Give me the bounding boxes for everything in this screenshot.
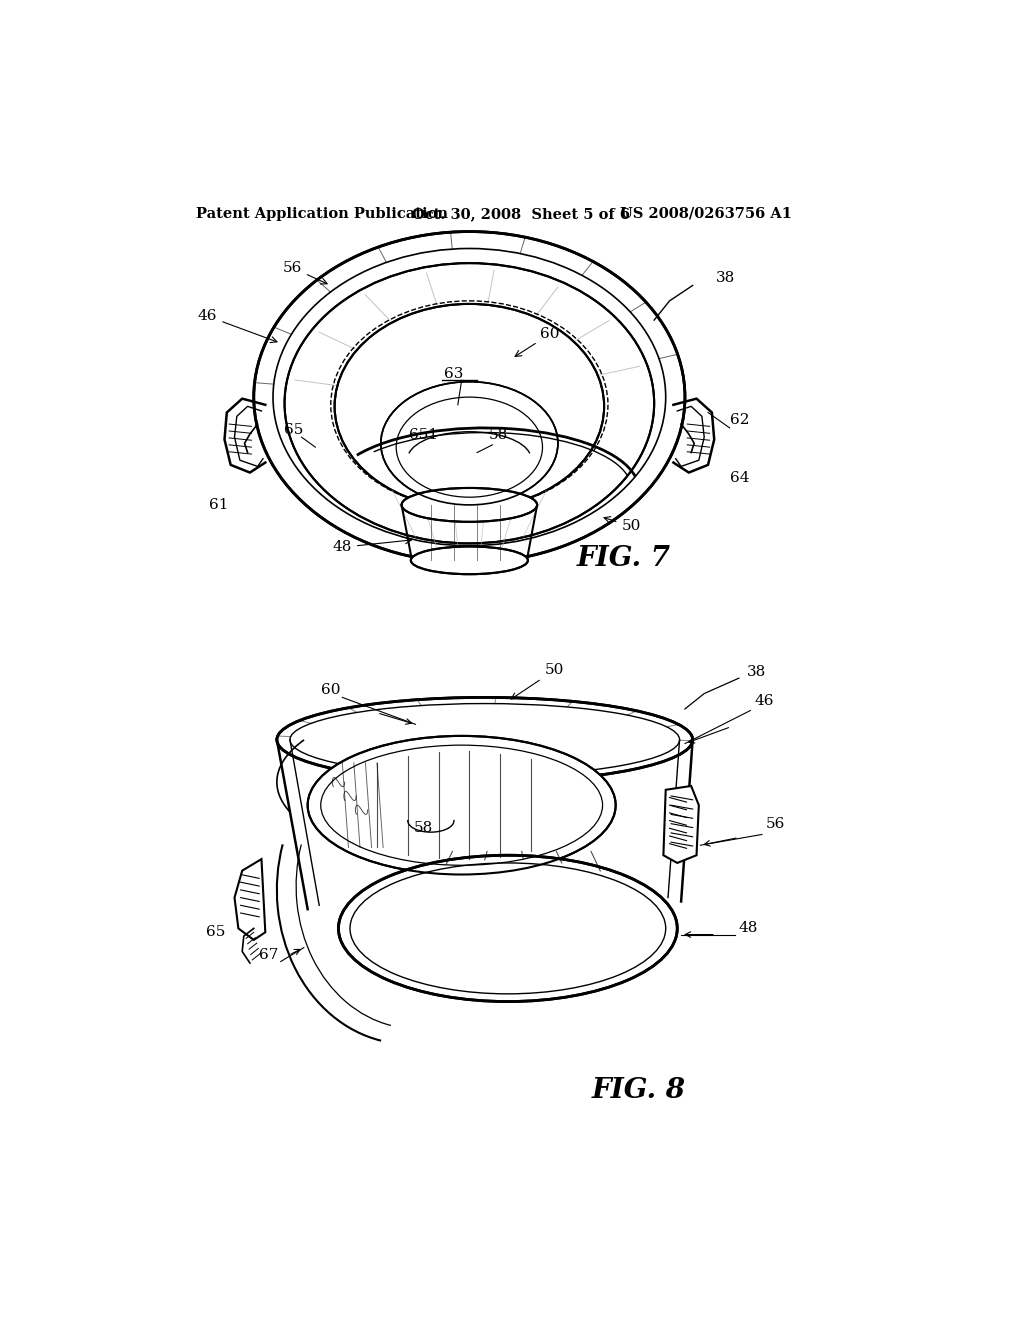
- Ellipse shape: [276, 697, 692, 781]
- Text: 48: 48: [333, 537, 412, 554]
- Text: 61: 61: [209, 498, 228, 512]
- Text: 62: 62: [730, 413, 750, 428]
- Ellipse shape: [411, 546, 528, 574]
- Polygon shape: [664, 785, 698, 863]
- Text: US 2008/0263756 A1: US 2008/0263756 A1: [620, 207, 792, 220]
- Text: 50: 50: [604, 516, 641, 533]
- Text: 46: 46: [755, 694, 774, 708]
- Text: 58: 58: [489, 429, 508, 442]
- Text: Oct. 30, 2008  Sheet 5 of 6: Oct. 30, 2008 Sheet 5 of 6: [412, 207, 630, 220]
- Ellipse shape: [401, 488, 538, 521]
- Text: 58: 58: [414, 821, 433, 836]
- Text: FIG. 7: FIG. 7: [577, 545, 671, 573]
- Text: 65: 65: [284, 422, 303, 437]
- Text: FIG. 8: FIG. 8: [592, 1077, 686, 1104]
- Ellipse shape: [335, 304, 604, 508]
- Text: 38: 38: [716, 271, 735, 285]
- Ellipse shape: [307, 737, 615, 875]
- Text: 46: 46: [198, 309, 276, 343]
- Ellipse shape: [339, 855, 677, 1002]
- Ellipse shape: [381, 381, 558, 506]
- Text: 60: 60: [321, 682, 341, 697]
- Text: Patent Application Publication: Patent Application Publication: [196, 207, 449, 220]
- Text: 65: 65: [206, 925, 225, 939]
- Polygon shape: [234, 859, 265, 940]
- Ellipse shape: [285, 263, 654, 544]
- Text: 56: 56: [766, 817, 785, 832]
- Text: 63: 63: [444, 367, 464, 381]
- Text: 60: 60: [515, 327, 560, 356]
- Text: 67: 67: [259, 948, 279, 962]
- Ellipse shape: [254, 231, 685, 562]
- Text: 64: 64: [730, 471, 750, 484]
- Text: 48: 48: [739, 921, 758, 936]
- Text: 38: 38: [746, 665, 766, 678]
- Text: 50: 50: [511, 664, 564, 700]
- Text: 56: 56: [283, 261, 327, 284]
- Text: 651: 651: [409, 429, 437, 442]
